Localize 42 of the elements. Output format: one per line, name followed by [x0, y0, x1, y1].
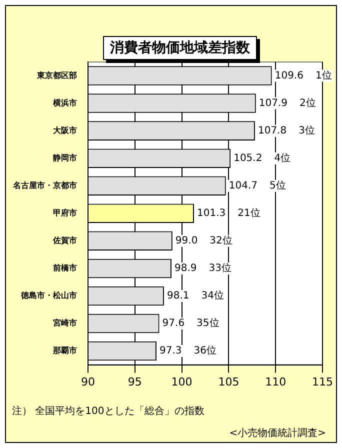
- y-tick-label: 徳島市・松山市: [20, 290, 77, 300]
- annotation: 34位: [201, 290, 224, 302]
- x-tick-label: 105: [218, 375, 240, 388]
- data-label: 97.6: [162, 318, 185, 330]
- data-label: 98.9: [174, 263, 197, 274]
- annotation: 1位: [315, 69, 332, 82]
- y-tick-label: 大阪市: [53, 124, 77, 135]
- y-tick-label: 静岡市: [52, 152, 77, 162]
- text: <小売物価統計調査>: [229, 426, 326, 440]
- data-label: 97.3: [159, 346, 182, 357]
- annotation: 32位: [210, 234, 232, 247]
- y-tick-label: 東京都区部: [36, 70, 77, 80]
- y-tick-label: 宮崎市: [53, 318, 77, 328]
- data-label: 107.8: [258, 125, 287, 136]
- y-tick-label: 横浜市: [52, 97, 77, 108]
- annotation: 21位: [238, 206, 260, 219]
- y-tick-label: 甲府市: [53, 207, 77, 218]
- y-tick-label: 佐賀市: [52, 235, 77, 246]
- data-label: 107.9: [258, 98, 288, 109]
- x-tick-label: 95: [128, 375, 142, 388]
- annotation: 2位: [300, 96, 316, 109]
- x-tick-label: 115: [312, 375, 333, 388]
- x-tick-label: 100: [171, 375, 192, 388]
- data-label: 109.6: [274, 70, 304, 82]
- annotation: 36位: [194, 344, 216, 357]
- y-tick-label: 前橋市: [52, 262, 77, 273]
- annotation: 3位: [298, 124, 315, 136]
- annotation: 35位: [196, 317, 220, 330]
- chart-title: 消費者物価地域差指数: [103, 36, 257, 60]
- data-label: 99.0: [175, 236, 198, 247]
- y-tick-label: 名古屋市・京都市: [12, 180, 77, 190]
- y-tick-label: 那覇市: [52, 345, 77, 356]
- x-tick-label: 90: [81, 375, 95, 388]
- annotation: 33位: [208, 262, 232, 274]
- x-tick-label: 110: [265, 375, 286, 388]
- data-label: 101.3: [196, 208, 226, 219]
- data-label: 105.2: [234, 152, 262, 164]
- data-label: 104.7: [228, 180, 258, 192]
- text: 注） 全国平均を100とした「総合」の指数: [12, 404, 204, 418]
- annotation: 5位: [270, 179, 286, 192]
- annotation: 4位: [274, 152, 291, 164]
- data-label: 98.1: [166, 290, 190, 302]
